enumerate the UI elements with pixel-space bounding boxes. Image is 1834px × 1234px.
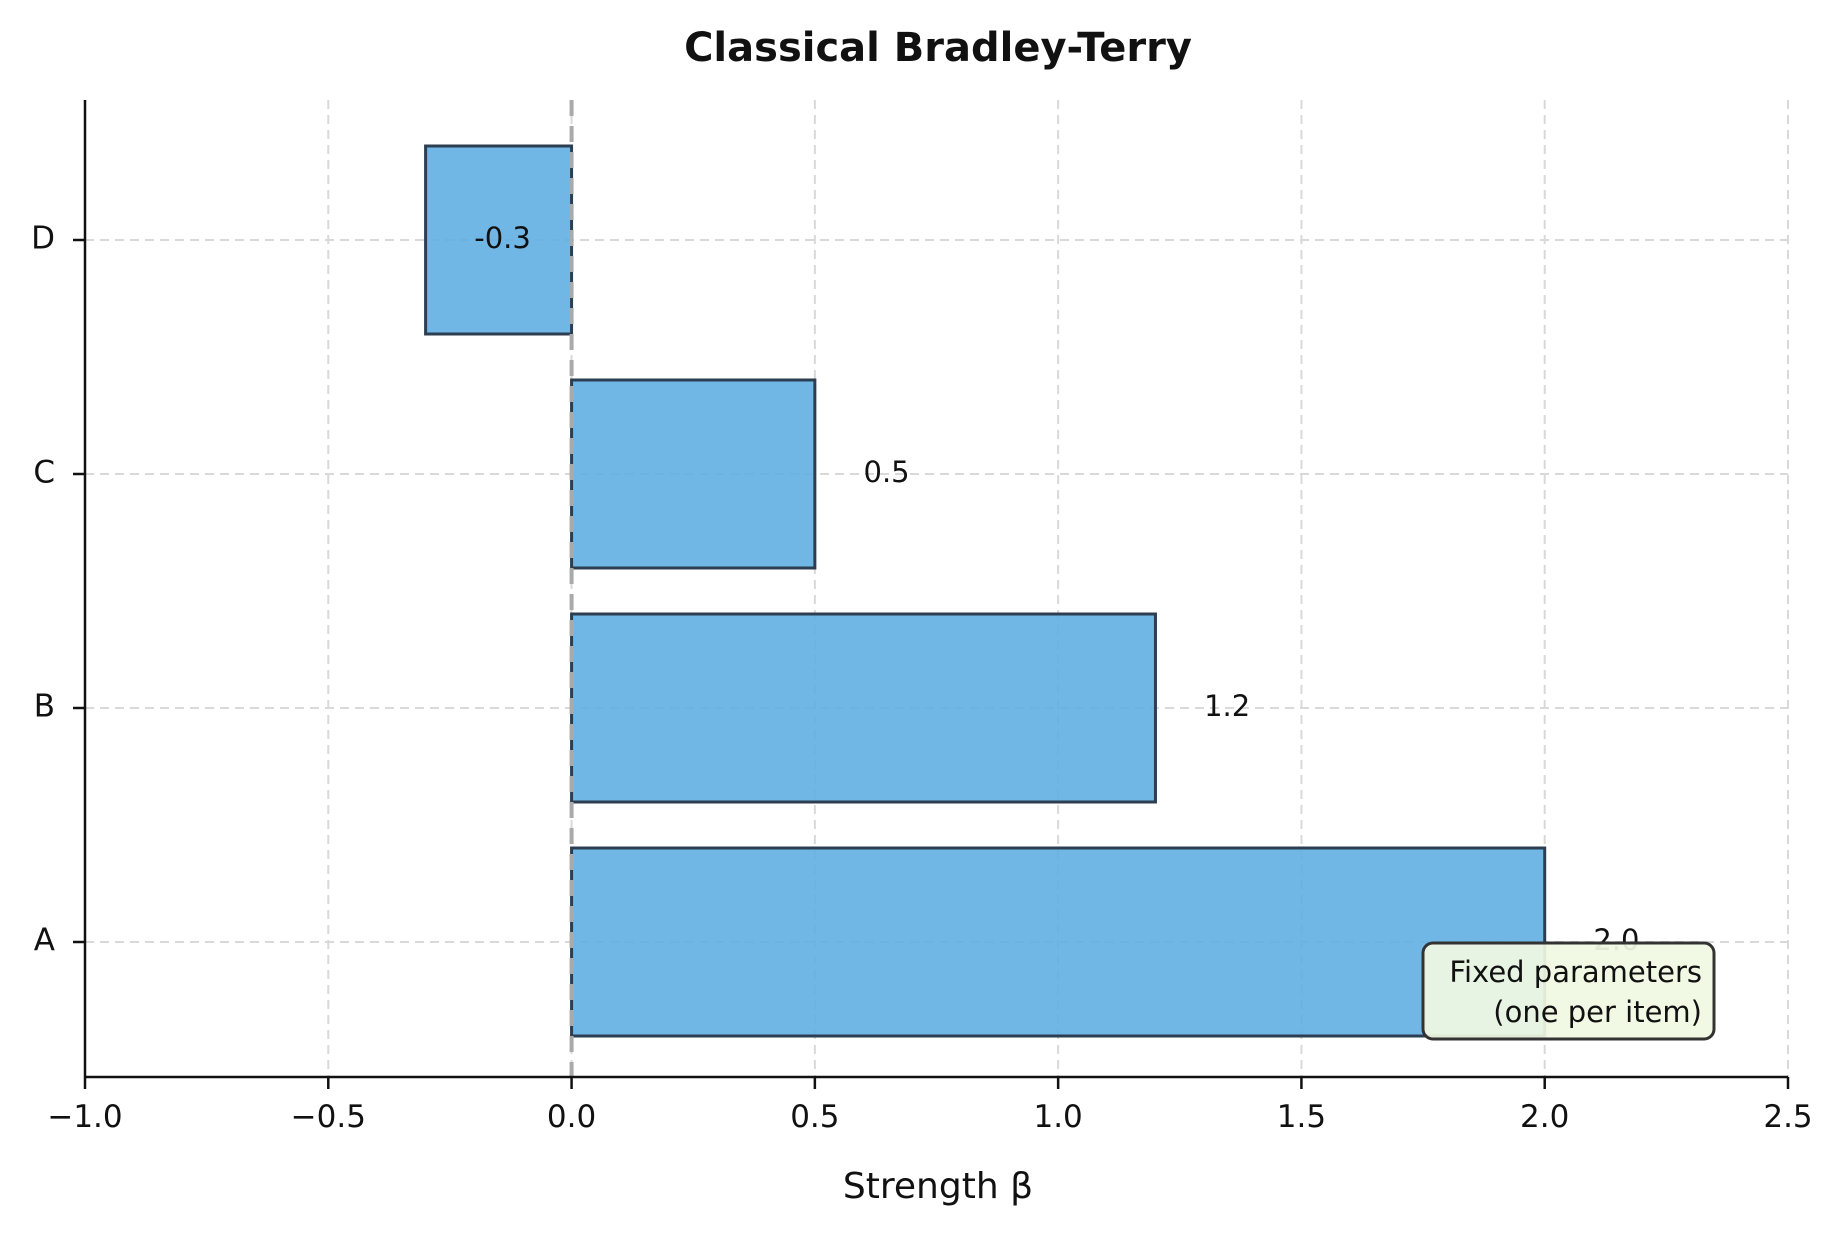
bars xyxy=(424,144,1547,1038)
annotation-box: Fixed parameters (one per item) xyxy=(1421,941,1716,1041)
x-tick-label: 1.5 xyxy=(1277,1099,1326,1135)
annotation-box-frame xyxy=(1421,941,1716,1041)
data-labels: 2.01.20.5-0.3 xyxy=(474,221,1639,957)
x-tick-label: 2.0 xyxy=(1520,1099,1569,1135)
x-tick-label: −0.5 xyxy=(291,1099,366,1135)
annotation-text-line: (one per item) xyxy=(1493,995,1702,1029)
annotation-text-line: Fixed parameters xyxy=(1449,955,1702,989)
x-tick-label: 1.0 xyxy=(1033,1099,1082,1135)
data-label: 0.5 xyxy=(864,455,910,489)
bar-c xyxy=(570,378,817,570)
bar-b xyxy=(570,612,1157,804)
chart-title: Classical Bradley-Terry xyxy=(684,25,1192,71)
data-label: 1.2 xyxy=(1204,689,1250,723)
y-tick-label: B xyxy=(34,689,55,725)
bar-d xyxy=(424,144,574,336)
x-tick-label: 0.5 xyxy=(790,1099,839,1135)
x-axis-label: Strength β xyxy=(843,1166,1033,1207)
x-tick-label: 0.0 xyxy=(547,1099,596,1135)
axes: −1.0 −0.5 0.0 0.5 1.0 1.5 2.0 2.5 A B C D xyxy=(31,100,1813,1135)
x-tick-label: −1.0 xyxy=(47,1099,122,1135)
bar-a xyxy=(570,846,1547,1038)
y-tick-label: A xyxy=(34,923,55,959)
y-tick-label: C xyxy=(33,455,55,491)
data-label: -0.3 xyxy=(474,221,531,255)
x-tick-label: 2.5 xyxy=(1763,1099,1812,1135)
y-tick-label: D xyxy=(31,221,55,257)
